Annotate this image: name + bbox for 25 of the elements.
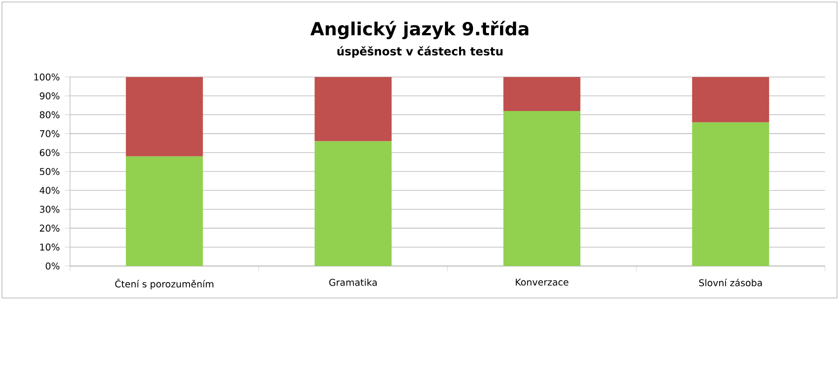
bar bbox=[692, 122, 770, 266]
y-tick-label: 20% bbox=[40, 224, 60, 232]
x-tick-label: Gramatika bbox=[329, 278, 377, 286]
x-tick-label: Konverzace bbox=[516, 278, 568, 286]
y-tick-label: 40% bbox=[40, 186, 60, 194]
bar bbox=[126, 76, 203, 156]
bar bbox=[503, 76, 580, 112]
y-tick-label: 10% bbox=[40, 244, 60, 251]
y-tick-label: 50% bbox=[40, 168, 60, 176]
bar bbox=[503, 111, 580, 266]
bar bbox=[314, 141, 392, 266]
y-tick-label: 70% bbox=[40, 130, 60, 138]
bar bbox=[126, 156, 203, 266]
x-tick-label: Slovní zásoba bbox=[699, 278, 762, 286]
y-tick-label: 60% bbox=[40, 149, 60, 156]
y-tick-label: 0% bbox=[46, 262, 60, 270]
bar bbox=[692, 76, 770, 122]
bar bbox=[314, 76, 392, 142]
x-tick-label: Čtení s porozuměním bbox=[115, 278, 214, 290]
y-tick-label: 90% bbox=[40, 92, 60, 100]
y-tick-label: 80% bbox=[40, 111, 60, 118]
y-tick-label: 100% bbox=[34, 73, 60, 81]
chart-title: Anglický jazyk 9.třída bbox=[310, 20, 528, 40]
chart-subtitle: úspěšnost v částech testu bbox=[337, 46, 502, 58]
y-tick-label: 30% bbox=[40, 206, 60, 213]
